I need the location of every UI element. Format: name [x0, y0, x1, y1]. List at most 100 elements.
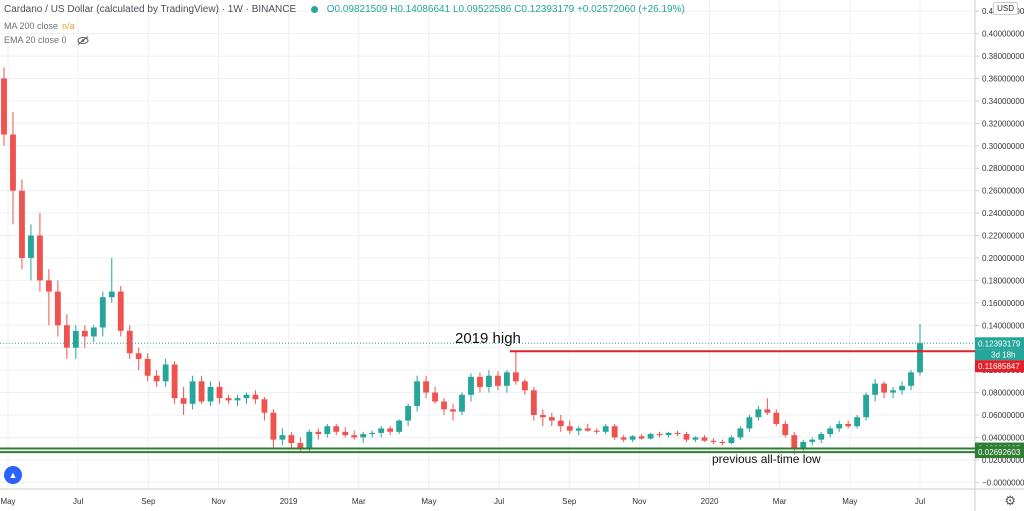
candle-body: [468, 376, 474, 395]
tradingview-logo-icon[interactable]: ▲: [4, 466, 22, 484]
candle-body: [566, 426, 573, 431]
candle-body: [602, 426, 609, 432]
candle-body: [755, 409, 762, 418]
candle-body: [432, 392, 438, 402]
candle-body: [512, 372, 519, 382]
candle-body: [423, 381, 429, 393]
y-tick-label: 0.32000000: [982, 119, 1024, 128]
candle-body: [387, 428, 394, 432]
y-tick-label: 0.22000000: [982, 232, 1024, 241]
candle-body: [198, 381, 205, 402]
candle-body: [477, 376, 483, 387]
ema-label: EMA 20 close: [4, 35, 60, 45]
support-price-text: 0.02692603: [978, 448, 1021, 457]
candle-body: [225, 398, 232, 401]
horizontal-levels: 2019 high previous all-time low: [0, 330, 975, 466]
candle-body: [818, 434, 825, 440]
candle-body: [872, 383, 879, 395]
candle-body: [854, 417, 861, 427]
candle-body: [674, 432, 681, 435]
candle-body: [180, 398, 187, 404]
candle-body: [557, 420, 564, 427]
chart-grid: [0, 0, 975, 489]
candle-body: [135, 353, 142, 359]
gear-icon[interactable]: ⚙: [1004, 493, 1016, 508]
candle-body: [647, 434, 654, 439]
candle-body: [638, 436, 645, 439]
candle-body: [243, 394, 250, 399]
ma-label: MA 200 close: [4, 21, 59, 31]
x-tick-label: 2020: [701, 497, 719, 506]
y-tick-label: 0.06000000: [982, 411, 1024, 420]
candle-body: [54, 291, 61, 326]
candle-body: [360, 434, 367, 438]
y-tick-label: 0.20000000: [982, 254, 1024, 263]
chart-legend: Cardano / US Dollar (calculated by Tradi…: [4, 4, 685, 15]
candle-body: [845, 423, 852, 427]
candle-body: [162, 364, 169, 382]
candle-body: [324, 426, 331, 435]
resistance-price-label: [975, 360, 1024, 373]
x-tick-label: Mar: [352, 497, 366, 506]
candle-body: [692, 437, 699, 440]
eye-slash-icon[interactable]: [77, 36, 89, 46]
y-tick-label: 0.02000000: [982, 456, 1024, 465]
candle-body: [378, 428, 385, 433]
candle-body: [117, 291, 124, 331]
candle-body: [234, 398, 241, 401]
candle-body: [288, 435, 295, 444]
candle-body: [72, 330, 79, 348]
candle-body: [252, 394, 259, 400]
ema-indicator-row[interactable]: EMA 20 close 0: [4, 35, 89, 46]
candle-body: [917, 343, 923, 373]
candle-body: [737, 428, 744, 438]
candle-body: [45, 280, 52, 292]
candle-body: [369, 432, 376, 435]
candle-body: [495, 375, 501, 386]
y-tick-label: 0.34000000: [982, 97, 1024, 106]
candle-body: [809, 439, 816, 442]
candle-body: [800, 441, 807, 449]
ma-indicator-row[interactable]: MA 200 close n/a: [4, 21, 75, 31]
x-tick-label: May: [0, 497, 15, 506]
current-price-text: 0.12393179: [978, 339, 1021, 348]
candle-series: [1, 67, 923, 455]
symbol-title: Cardano / US Dollar (calculated by Tradi…: [4, 4, 297, 15]
candle-body: [791, 435, 798, 449]
candle-body: [153, 375, 160, 382]
support-price-label: [975, 446, 1024, 459]
candle-body: [881, 383, 887, 393]
candle-body: [99, 297, 106, 328]
x-tick-label: Jul: [915, 497, 925, 506]
x-tick-label: Jul: [73, 497, 83, 506]
candle-body: [863, 394, 870, 418]
resistance-annotation: 2019 high: [455, 330, 521, 347]
candle-body: [746, 417, 753, 429]
candle-body: [189, 381, 196, 404]
x-tick-label: 2019: [280, 497, 298, 506]
candle-body: [584, 428, 591, 431]
candle-body: [405, 406, 412, 421]
current-price-label: [975, 337, 1024, 350]
candle-body: [297, 443, 304, 449]
candle-body: [728, 437, 735, 444]
y-tick-label: 0.36000000: [982, 75, 1024, 84]
candle-body: [548, 417, 555, 421]
candle-body: [261, 399, 268, 413]
candle-body: [593, 430, 600, 432]
currency-badge[interactable]: USD: [993, 2, 1018, 15]
candle-body: [764, 409, 771, 413]
x-tick-label: Nov: [632, 497, 646, 506]
candle-body: [19, 190, 25, 258]
candle-body: [521, 381, 528, 391]
y-tick-label: 0.30000000: [982, 142, 1024, 151]
candle-body: [486, 375, 492, 387]
candle-body: [108, 291, 115, 298]
countdown-label: [975, 349, 1024, 361]
y-tick-label: 0.40000000: [982, 30, 1024, 39]
candle-body: [530, 390, 537, 415]
y-tick-label: 0.38000000: [982, 52, 1024, 61]
candle-body: [342, 431, 349, 436]
